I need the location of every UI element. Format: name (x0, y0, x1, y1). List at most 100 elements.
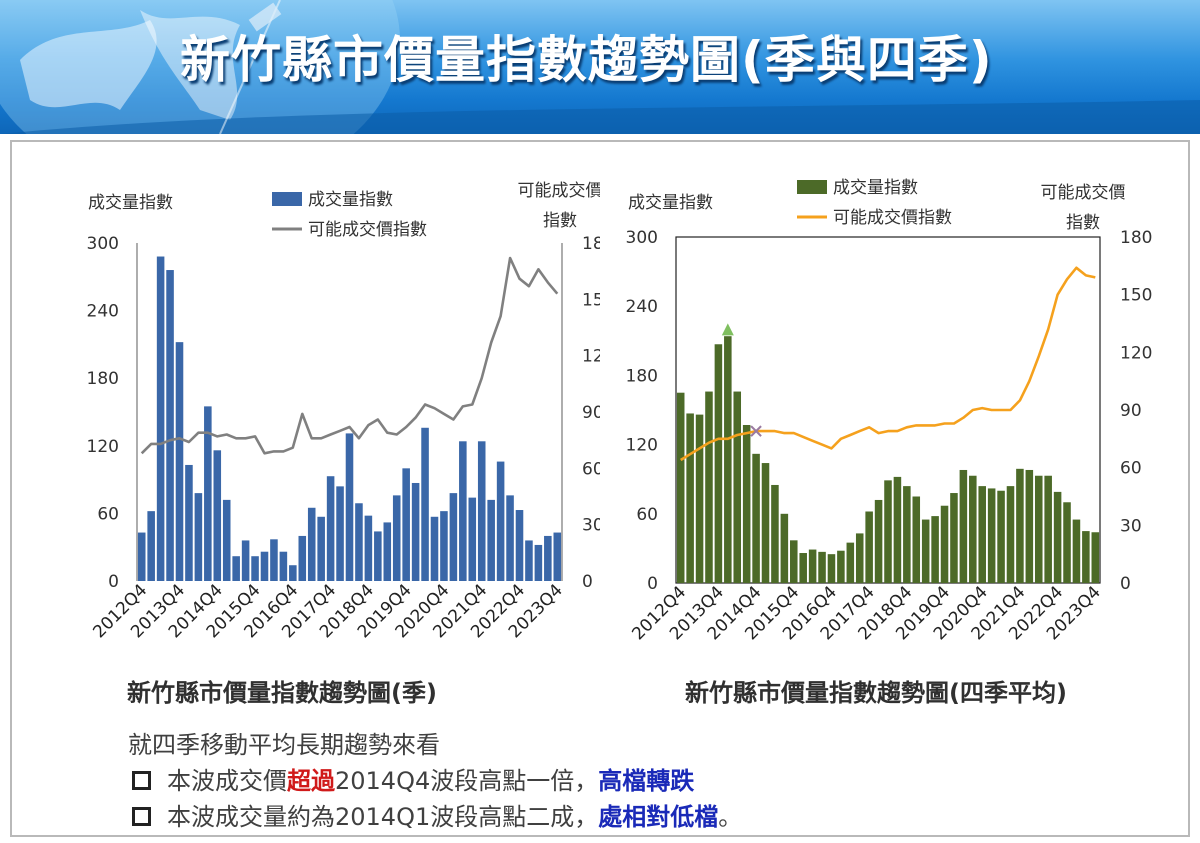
y-right-tick-label: 30 (582, 516, 600, 536)
volume-bar (818, 551, 826, 583)
peak-marker-triangle (721, 323, 734, 336)
y-right-tick-label: 120 (1120, 343, 1152, 363)
title-banner: 新竹縣市價量指數趨勢圖(季與四季) (0, 0, 1200, 134)
note-text: 。 (718, 803, 743, 831)
volume-bar (241, 540, 250, 581)
volume-bar (978, 486, 986, 583)
y-right-tick-label: 0 (582, 572, 593, 592)
checkbox-icon (132, 771, 151, 790)
volume-bar (317, 516, 325, 581)
volume-bar (260, 551, 269, 581)
volume-bar (534, 544, 543, 581)
y-left-tick-label: 60 (636, 505, 658, 525)
volume-bar (761, 463, 770, 583)
y-right-axis-title-line2: 指數 (543, 211, 577, 231)
checkbox-icon (132, 807, 151, 826)
y-right-tick-label: 180 (582, 234, 600, 254)
volume-bar (799, 553, 807, 583)
volume-bar (449, 493, 458, 581)
volume-bar (1016, 468, 1024, 583)
volume-bar (402, 468, 410, 581)
volume-bar (837, 550, 845, 583)
volume-bar (987, 488, 996, 583)
volume-bar (166, 270, 174, 581)
volume-bar (1091, 532, 1100, 583)
volume-bar (733, 391, 742, 583)
y-right-tick-label: 150 (1120, 286, 1152, 306)
volume-bar (440, 511, 448, 581)
volume-bar (175, 342, 184, 581)
volume-bar (874, 499, 883, 583)
legend-label-line: 可能成交價指數 (308, 220, 427, 240)
volume-bar (544, 535, 552, 581)
volume-bar (289, 565, 297, 581)
volume-bar (204, 406, 212, 581)
volume-bar (355, 503, 363, 581)
note-bullet-price: 本波成交價超過2014Q4波段高點一倍，高檔轉跌 (128, 763, 742, 799)
quarterly-chart: 06012018024030003060901201501802012Q4201… (87, 181, 600, 642)
volume-bar (1025, 469, 1034, 583)
volume-bar (421, 427, 429, 581)
volume-bar (1034, 475, 1043, 583)
volume-bar (147, 511, 155, 581)
notes: 就四季移動平均長期趨勢來看 本波成交價超過2014Q4波段高點一倍，高檔轉跌 本… (128, 727, 742, 835)
volume-bar (515, 510, 524, 581)
volume-bar (771, 484, 779, 583)
volume-bar (194, 493, 203, 581)
volume-bar (477, 441, 486, 581)
note-bullet-volume: 本波成交量約為2014Q1波段高點二成，處相對低檔。 (128, 799, 742, 835)
volume-bar (185, 464, 193, 581)
volume-bar (1082, 531, 1090, 583)
note-text: 本波成交價 (167, 767, 287, 795)
y-right-tick-label: 150 (582, 290, 600, 310)
volume-bar (525, 540, 533, 581)
volume-bar (156, 256, 165, 581)
four-quarter-average-chart: 06012018024030003060901201501802012Q4201… (626, 178, 1153, 644)
note-text: 2014Q4波段高點一倍， (335, 767, 599, 795)
volume-bar (884, 480, 892, 583)
chart-right-title: 新竹縣市價量指數趨勢圖(四季平均) (685, 679, 1067, 707)
volume-bar (496, 461, 505, 581)
volume-bar (969, 475, 977, 583)
volume-bar (298, 535, 307, 581)
y-left-tick-label: 0 (108, 572, 119, 592)
volume-bar (1044, 475, 1052, 583)
volume-bar (336, 486, 344, 581)
note-emphasis: 超過 (287, 767, 335, 795)
volume-bar (137, 532, 146, 581)
price-index-line (140, 256, 559, 455)
legend-label-bar: 成交量指數 (308, 190, 393, 210)
volume-bar (345, 433, 354, 581)
y-right-axis-title-line2: 指數 (1066, 213, 1100, 233)
y-right-tick-label: 60 (1120, 459, 1142, 479)
volume-bar (506, 495, 514, 581)
volume-bar (326, 476, 335, 581)
volume-bar (307, 507, 316, 581)
page-title: 新竹縣市價量指數趨勢圖(季與四季) (180, 31, 993, 89)
y-right-tick-label: 60 (582, 459, 600, 479)
y-left-axis-title: 成交量指數 (628, 193, 713, 213)
peak-marker-cross (750, 425, 762, 437)
y-left-tick-label: 300 (626, 228, 658, 248)
volume-bar (222, 499, 231, 581)
volume-bar (468, 497, 477, 581)
volume-bar (846, 542, 855, 583)
legend-swatch-bar (797, 180, 827, 194)
volume-bar (411, 482, 420, 581)
volume-bar (213, 450, 222, 581)
volume-bar (430, 516, 439, 581)
banner-globe-graphic (0, 0, 1200, 134)
volume-bar (893, 476, 902, 583)
y-right-tick-label: 120 (582, 347, 600, 367)
volume-bar (553, 532, 562, 581)
volume-bar (1006, 486, 1015, 583)
volume-bar (959, 469, 968, 583)
volume-bar (997, 490, 1005, 583)
volume-bar (487, 499, 495, 581)
y-right-tick-label: 30 (1120, 516, 1142, 536)
volume-bar (1063, 502, 1071, 583)
volume-bar (931, 516, 939, 583)
y-left-tick-label: 120 (626, 436, 658, 456)
volume-bar (950, 493, 958, 583)
volume-bar (232, 556, 240, 581)
